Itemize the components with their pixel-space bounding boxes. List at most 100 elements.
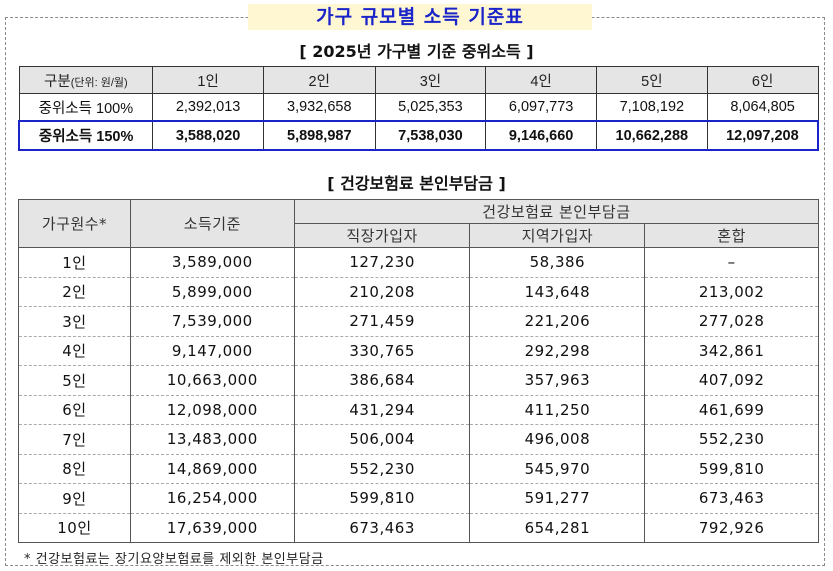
cell-regional: 58,386 (469, 247, 646, 278)
table-row: 6인 12,098,000 431,294 411,250 461,699 (18, 394, 819, 425)
median-col-header: 6인 (706, 66, 819, 94)
median-150-row-highlighted: 중위소득 150% 3,588,020 5,898,987 7,538,030 … (18, 120, 819, 151)
cell-size: 1인 (18, 247, 131, 278)
cell-income: 3,589,000 (129, 247, 295, 278)
table-row: 4인 9,147,000 330,765 292,298 342,861 (18, 335, 819, 366)
table-cell: 8,064,805 (706, 93, 819, 122)
insurance-group-header: 건강보험료 본인부담금 (293, 199, 820, 224)
cell-mixed: 277,028 (644, 306, 819, 337)
cell-income: 16,254,000 (129, 483, 295, 514)
cell-income: 17,639,000 (129, 512, 295, 543)
insurance-table: 가구원수* 소득기준 건강보험료 본인부담금 직장가입자 지역가입자 혼합 1인… (18, 199, 820, 543)
cell-regional: 292,298 (469, 335, 646, 366)
cell-mixed: 792,926 (644, 512, 819, 543)
unit-label: (단위: 원/월) (70, 76, 128, 89)
income-criteria-header: 소득기준 (129, 199, 295, 248)
insurance-header-row-2: 직장가입자 지역가입자 혼합 (19, 223, 819, 248)
table-cell: 6,097,773 (485, 93, 597, 122)
cell-size: 4인 (18, 335, 131, 366)
cell-income: 7,539,000 (129, 306, 295, 337)
cell-size: 5인 (18, 365, 131, 396)
table-row: 9인 16,254,000 599,810 591,277 673,463 (18, 483, 819, 514)
cell-workplace: 552,230 (293, 453, 471, 484)
cell-mixed: 342,861 (644, 335, 819, 366)
footnote: * 건강보험료는 장기요양보험료를 제외한 본인부담금 (24, 552, 324, 567)
cell-workplace: 506,004 (293, 424, 471, 455)
table-row: 7인 13,483,000 506,004 496,008 552,230 (18, 424, 819, 455)
household-size-header: 가구원수* (18, 199, 131, 248)
table-cell: 9,146,660 (485, 120, 597, 151)
median-income-title: [ 2025년 가구별 기준 중위소득 ] (299, 42, 534, 61)
table-cell: 10,662,288 (595, 120, 708, 151)
cell-income: 12,098,000 (129, 394, 295, 425)
insurance-header-row-1: 가구원수* 소득기준 건강보험료 본인부담금 (18, 199, 820, 248)
regional-header: 지역가입자 (469, 223, 646, 248)
cell-size: 3인 (18, 306, 131, 337)
table-row: 3인 7,539,000 271,459 221,206 277,028 (18, 306, 819, 337)
table-row: 8인 14,869,000 552,230 545,970 599,810 (18, 453, 819, 484)
cell-size: 8인 (18, 453, 131, 484)
median-header-category: 구분(단위: 원/월) (18, 66, 154, 94)
cell-size: 6인 (18, 394, 131, 425)
median-col-header: 5인 (595, 66, 708, 94)
row-label: 중위소득 100% (18, 93, 154, 122)
table-row: 10인 17,639,000 673,463 654,281 792,926 (18, 512, 819, 543)
cell-workplace: 673,463 (293, 512, 471, 543)
cell-mixed: 552,230 (644, 424, 819, 455)
cell-workplace: 599,810 (293, 483, 471, 514)
cell-workplace: 330,765 (293, 335, 471, 366)
cell-regional: 591,277 (469, 483, 646, 514)
cell-income: 13,483,000 (129, 424, 295, 455)
category-label: 구분 (44, 73, 71, 90)
cell-income: 14,869,000 (129, 453, 295, 484)
cell-size: 10인 (18, 512, 131, 543)
cell-size: 2인 (18, 276, 131, 307)
mixed-header: 혼합 (644, 223, 819, 248)
cell-workplace: 431,294 (293, 394, 471, 425)
table-cell: 5,025,353 (374, 93, 487, 122)
table-cell: 5,898,987 (262, 120, 376, 151)
cell-size: 7인 (18, 424, 131, 455)
cell-mixed: 213,002 (644, 276, 819, 307)
insurance-title: [ 건강보험료 본인부담금 ] (327, 174, 506, 193)
median-100-row: 중위소득 100% 2,392,013 3,932,658 5,025,353 … (18, 93, 819, 122)
cell-regional: 411,250 (469, 394, 646, 425)
cell-workplace: 127,230 (293, 247, 471, 278)
cell-regional: 357,963 (469, 365, 646, 396)
main-title: 가구 규모별 소득 기준표 (248, 4, 592, 30)
cell-mixed: 407,092 (644, 365, 819, 396)
table-cell: 3,588,020 (152, 120, 264, 151)
table-row: 5인 10,663,000 386,684 357,963 407,092 (18, 365, 819, 396)
cell-workplace: 210,208 (293, 276, 471, 307)
cell-income: 10,663,000 (129, 365, 295, 396)
table-row: 2인 5,899,000 210,208 143,648 213,002 (18, 276, 819, 307)
median-col-header: 4인 (485, 66, 597, 94)
row-label: 중위소득 150% (18, 120, 154, 151)
cell-regional: 496,008 (469, 424, 646, 455)
cell-mixed: 673,463 (644, 483, 819, 514)
cell-workplace: 386,684 (293, 365, 471, 396)
median-col-header: 2인 (262, 66, 376, 94)
median-table-header-row: 구분(단위: 원/월) 1인 2인 3인 4인 5인 6인 (18, 66, 819, 94)
table-cell: 12,097,208 (706, 120, 819, 151)
cell-size: 9인 (18, 483, 131, 514)
table-cell: 7,538,030 (374, 120, 487, 151)
cell-mixed: – (644, 247, 819, 278)
cell-income: 9,147,000 (129, 335, 295, 366)
cell-mixed: 599,810 (644, 453, 819, 484)
median-col-header: 1인 (152, 66, 264, 94)
median-income-table: 구분(단위: 원/월) 1인 2인 3인 4인 5인 6인 중위소득 100% … (18, 66, 819, 151)
cell-regional: 654,281 (469, 512, 646, 543)
cell-income: 5,899,000 (129, 276, 295, 307)
table-cell: 3,932,658 (262, 93, 376, 122)
cell-regional: 221,206 (469, 306, 646, 337)
table-row: 1인 3,589,000 127,230 58,386– (18, 247, 819, 278)
table-cell: 2,392,013 (152, 93, 264, 122)
table-cell: 7,108,192 (595, 93, 708, 122)
cell-mixed: 461,699 (644, 394, 819, 425)
cell-regional: 545,970 (469, 453, 646, 484)
workplace-header: 직장가입자 (293, 223, 471, 248)
cell-regional: 143,648 (469, 276, 646, 307)
cell-workplace: 271,459 (293, 306, 471, 337)
median-col-header: 3인 (374, 66, 487, 94)
